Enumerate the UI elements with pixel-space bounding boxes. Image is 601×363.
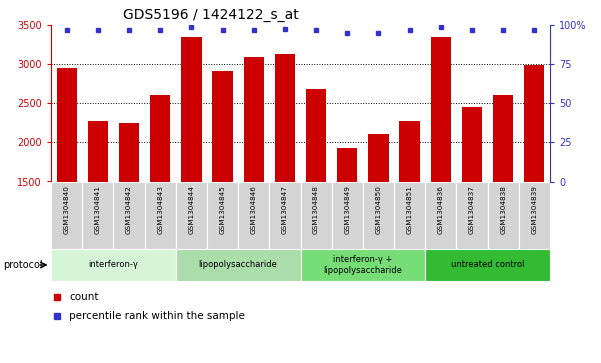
Bar <box>51 182 82 249</box>
Bar <box>462 107 482 182</box>
Bar <box>400 121 419 182</box>
Bar <box>114 182 145 249</box>
Bar <box>306 89 326 182</box>
Text: percentile rank within the sample: percentile rank within the sample <box>69 311 245 321</box>
Bar <box>519 182 550 249</box>
Bar <box>145 182 176 249</box>
Bar <box>363 182 394 249</box>
Bar <box>212 72 233 182</box>
Text: GSM1304845: GSM1304845 <box>219 185 225 234</box>
Text: GSM1304839: GSM1304839 <box>531 185 537 234</box>
Bar <box>456 182 487 249</box>
Text: untreated control: untreated control <box>451 261 524 269</box>
Bar <box>207 182 238 249</box>
Text: GSM1304844: GSM1304844 <box>188 185 194 234</box>
Text: GSM1304838: GSM1304838 <box>500 185 506 234</box>
Bar <box>182 37 201 182</box>
Text: GSM1304847: GSM1304847 <box>282 185 288 234</box>
Text: GDS5196 / 1424122_s_at: GDS5196 / 1424122_s_at <box>123 8 299 22</box>
Text: GSM1304841: GSM1304841 <box>95 185 101 234</box>
Bar <box>150 95 170 182</box>
Text: interferon-γ +
lipopolysaccharide: interferon-γ + lipopolysaccharide <box>323 255 402 275</box>
Bar <box>426 182 456 249</box>
Text: interferon-γ: interferon-γ <box>88 261 138 269</box>
Bar <box>56 68 77 182</box>
Text: GSM1304843: GSM1304843 <box>157 185 163 234</box>
Bar <box>176 249 300 281</box>
Text: GSM1304850: GSM1304850 <box>376 185 382 234</box>
Bar <box>493 95 513 182</box>
Bar <box>176 182 207 249</box>
Text: GSM1304849: GSM1304849 <box>344 185 350 234</box>
Bar <box>368 134 389 182</box>
Bar <box>394 182 426 249</box>
Bar <box>426 249 550 281</box>
Bar <box>524 65 545 182</box>
Text: GSM1304837: GSM1304837 <box>469 185 475 234</box>
Text: count: count <box>69 292 99 302</box>
Text: lipopolysaccharide: lipopolysaccharide <box>199 261 278 269</box>
Bar <box>487 182 519 249</box>
Bar <box>243 57 264 182</box>
Bar <box>238 182 269 249</box>
Text: GSM1304846: GSM1304846 <box>251 185 257 234</box>
Text: GSM1304840: GSM1304840 <box>64 185 70 234</box>
Text: GSM1304851: GSM1304851 <box>407 185 413 234</box>
Bar <box>332 182 363 249</box>
Bar <box>337 148 358 182</box>
Text: GSM1304848: GSM1304848 <box>313 185 319 234</box>
Text: GSM1304842: GSM1304842 <box>126 185 132 234</box>
Bar <box>431 37 451 182</box>
Bar <box>82 182 114 249</box>
Bar <box>269 182 300 249</box>
Bar <box>300 182 332 249</box>
Text: GSM1304836: GSM1304836 <box>438 185 444 234</box>
Bar <box>300 249 426 281</box>
Bar <box>119 123 139 182</box>
Text: protocol: protocol <box>3 260 43 270</box>
Bar <box>88 121 108 182</box>
Bar <box>275 53 295 181</box>
Bar <box>51 249 176 281</box>
